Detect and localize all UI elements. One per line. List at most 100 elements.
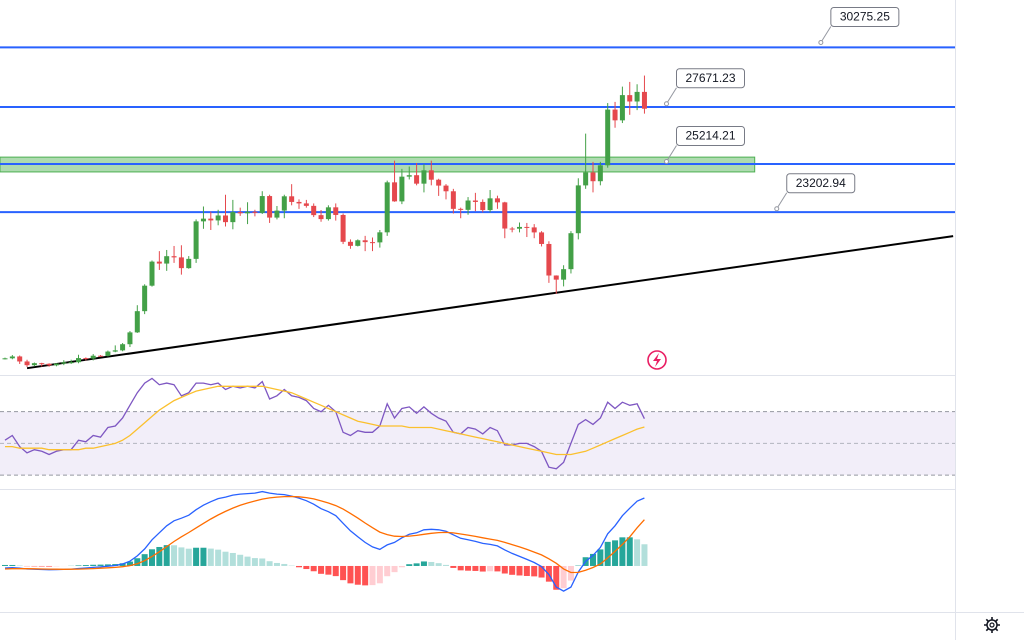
candle-body (355, 240, 361, 246)
callout-anchor (664, 101, 669, 107)
histogram-bar (207, 548, 214, 566)
histogram-bar (2, 564, 8, 566)
candle-body (245, 211, 251, 214)
settings-button[interactable] (984, 617, 1000, 633)
candle-body (502, 202, 508, 229)
candle-body (597, 165, 603, 182)
histogram-bar (185, 548, 192, 566)
callout-box (786, 173, 856, 194)
histogram-bar (244, 556, 251, 566)
histogram-bar (163, 545, 170, 566)
histogram-bar (126, 561, 133, 566)
icon-ring (647, 350, 667, 370)
candle-body (524, 226, 530, 228)
callout-anchor (774, 206, 780, 212)
histogram-bar (435, 563, 442, 566)
histogram-bar (362, 565, 369, 586)
histogram-bar (634, 539, 641, 566)
candle-body (61, 362, 67, 364)
callout-pointer (666, 87, 677, 105)
candle-body (627, 95, 633, 102)
histogram-bar (398, 565, 405, 568)
candle-body (443, 185, 449, 192)
candle-body (421, 170, 427, 184)
candle-body (517, 226, 522, 229)
histogram-bar (156, 546, 163, 566)
histogram-bar (384, 565, 391, 577)
candle-body (134, 311, 140, 333)
candle-body (149, 261, 155, 286)
histogram-bar (318, 565, 325, 574)
candle-body (39, 363, 45, 365)
histogram-bar (538, 565, 545, 578)
histogram-bar (516, 565, 523, 576)
candle-body (281, 196, 287, 211)
callout-text: 27671.23 (685, 71, 735, 85)
candle-body (171, 256, 177, 258)
candle-body (2, 358, 8, 360)
histogram-bar (560, 565, 567, 589)
candle-body (274, 210, 280, 218)
candle-body (619, 95, 625, 121)
histogram-bar (450, 565, 457, 568)
candle-body (458, 208, 464, 210)
histogram-bar (171, 545, 178, 566)
candle-body (318, 215, 324, 220)
candle-body (9, 356, 15, 359)
candle-body (531, 227, 537, 233)
histogram-bar (281, 563, 288, 566)
histogram-bar (215, 549, 222, 566)
candle-body (208, 218, 214, 221)
histogram-bar (509, 565, 516, 575)
histogram-bar (134, 558, 141, 566)
candle-body (237, 212, 243, 214)
candle-body (428, 170, 434, 180)
callout-anchor (664, 158, 669, 164)
watermark-icon (647, 350, 667, 370)
histogram-bar (641, 544, 648, 566)
candle-body (340, 214, 346, 242)
histogram-bar (479, 565, 486, 572)
candle-body (480, 201, 486, 211)
gear-hub[interactable] (989, 622, 995, 628)
histogram-bar (237, 554, 244, 566)
histogram-bar (391, 565, 398, 573)
candle-body (370, 242, 375, 244)
histogram-bar (567, 565, 574, 581)
rsi-ma-line (5, 385, 645, 456)
candle-body (252, 211, 258, 213)
histogram-bar (553, 565, 560, 590)
candle-body (259, 196, 265, 213)
candle-body (289, 196, 295, 202)
candle-body (105, 351, 111, 356)
histogram-bar (75, 565, 82, 566)
histogram-bar (406, 564, 413, 566)
candle-body (142, 285, 148, 312)
callout-text: 30275.25 (840, 10, 890, 24)
histogram-bar (347, 565, 354, 584)
candle-body (568, 233, 574, 270)
candle-body (31, 363, 37, 366)
candle-body (399, 176, 405, 202)
candle-body (17, 356, 23, 362)
callout-text: 25214.21 (685, 129, 735, 143)
candle-body (634, 91, 640, 102)
candle-body (178, 257, 184, 269)
candle-body (223, 215, 228, 223)
icon-bolt (653, 353, 661, 367)
candle-body (575, 185, 581, 234)
gear-teeth[interactable] (984, 617, 1000, 633)
callout-box (676, 68, 745, 89)
histogram-bar (332, 565, 339, 577)
histogram-bar (487, 565, 494, 572)
histogram-bar (303, 565, 310, 570)
histogram-bar (413, 563, 420, 566)
histogram-bar (494, 565, 501, 572)
candle-body (24, 361, 30, 366)
histogram-bar (38, 565, 45, 567)
candle-body (546, 243, 552, 276)
candle-body (156, 261, 162, 264)
histogram-bar (340, 565, 347, 581)
